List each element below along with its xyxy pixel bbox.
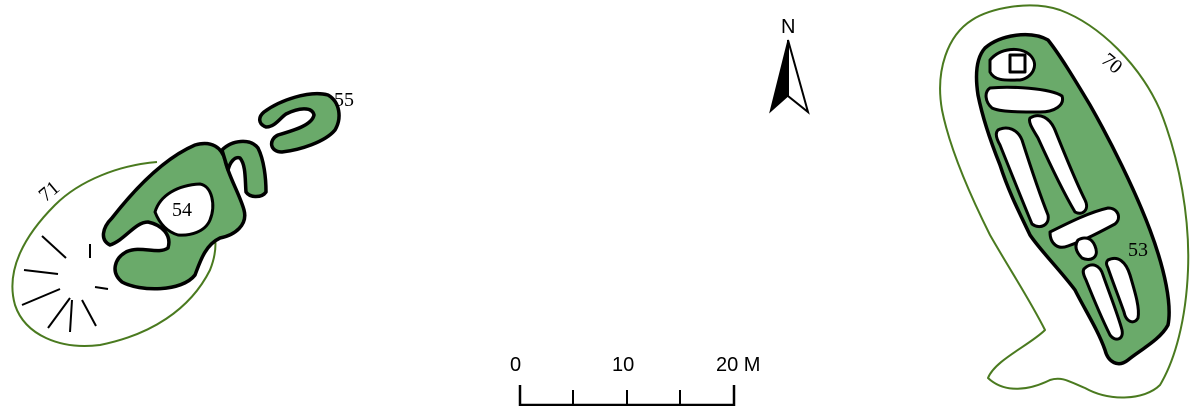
feature-53-room-5 [1028, 114, 1089, 215]
scale-tick-20: 20 M [716, 354, 760, 376]
scale-tick-0: 0 [510, 354, 521, 376]
north-arrow: N [769, 16, 810, 115]
feature-53-room-8 [1081, 263, 1124, 341]
feature-label-55: 55 [334, 89, 354, 111]
boundary-70 [939, 4, 1190, 399]
feature-53-room-2 [1008, 53, 1027, 74]
feature-54-hole [153, 182, 215, 237]
feature-53-room-4 [994, 126, 1050, 229]
north-arrow-right [787, 39, 810, 115]
north-arrow-left [769, 39, 789, 114]
radiating-lines [21, 235, 109, 333]
feature-54-annex [220, 139, 268, 199]
feature-label-53: 53 [1128, 239, 1148, 261]
feature-55 [258, 91, 341, 154]
north-label: N [781, 16, 795, 38]
feature-label-54: 54 [172, 199, 192, 221]
feature-53-room-6 [1048, 206, 1120, 249]
scale-bar: 0 10 20 M [510, 354, 760, 406]
boundary-71 [11, 161, 217, 347]
feature-53-room-7 [1074, 236, 1098, 261]
scale-tick-10: 10 [612, 354, 634, 376]
feature-53-room-9 [1105, 256, 1140, 324]
feature-53-room-3 [984, 85, 1065, 114]
